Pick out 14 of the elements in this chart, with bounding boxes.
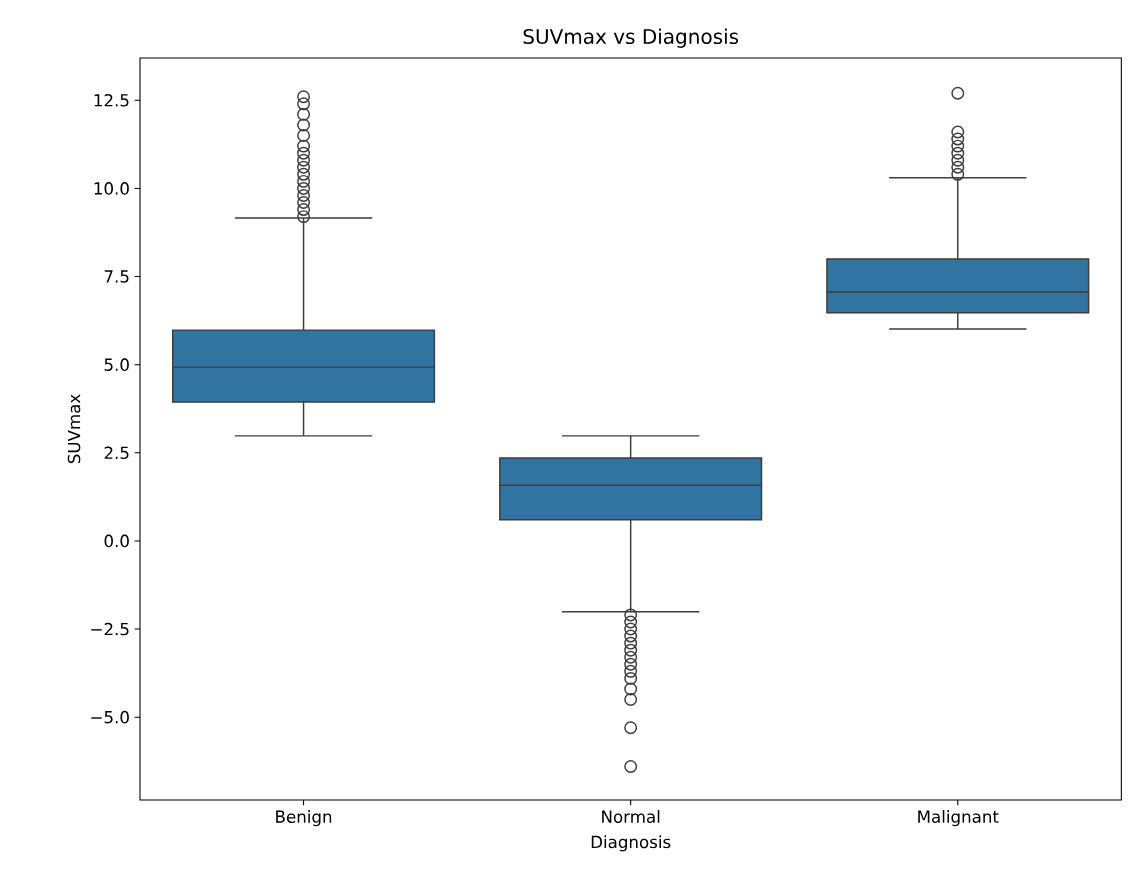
- x-axis-title: Diagnosis: [591, 835, 671, 852]
- y-tick-label: 12.5: [94, 93, 129, 107]
- x-tick-label: Benign: [276, 810, 332, 827]
- chart-title: SUVmax vs Diagnosis: [523, 28, 739, 48]
- x-tick-label: Malignant: [918, 810, 999, 827]
- y-tick-label: −2.5: [91, 622, 129, 636]
- y-tick-label: 10.0: [94, 182, 129, 195]
- y-tick-label: −5.0: [91, 710, 129, 724]
- y-axis-title: SUVmax: [67, 394, 81, 464]
- y-tick-label: 0.0: [104, 534, 129, 548]
- x-tick-label: Normal: [602, 810, 660, 823]
- y-tick-label: 5.0: [104, 358, 129, 371]
- y-tick-label: 2.5: [104, 446, 129, 460]
- y-tick-label: 7.5: [104, 270, 129, 283]
